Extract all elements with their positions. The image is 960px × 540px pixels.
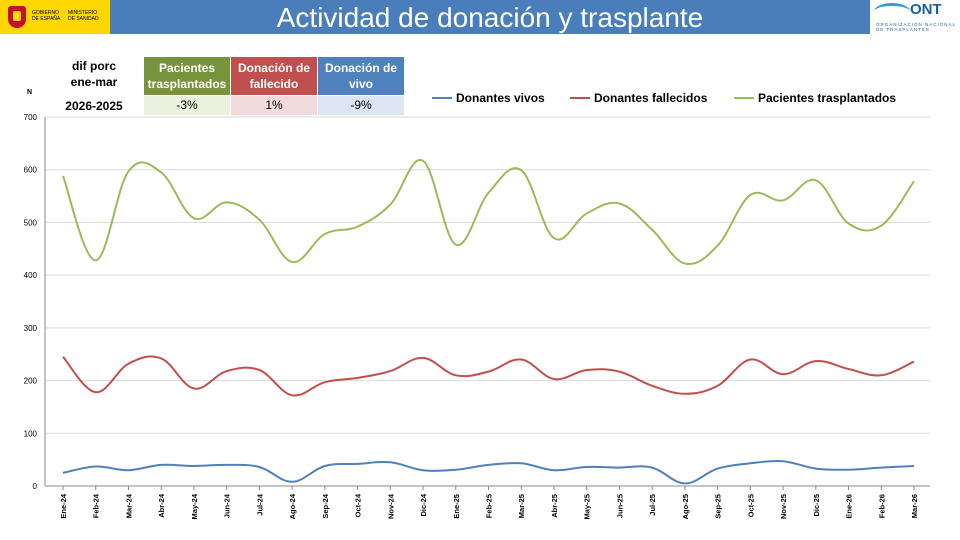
x-tick-label-Ene-25: Ene-25: [452, 494, 461, 519]
x-tick-label-Mar-25: Mar-25: [517, 494, 526, 518]
x-tick-label-Ene-24: Ene-24: [59, 493, 68, 518]
x-tick-label-Jun-24: Jun-24: [223, 493, 232, 518]
x-tick-label-Nov-24: Nov-24: [386, 493, 395, 519]
y-tick-label-100: 100: [24, 429, 38, 438]
x-tick-label-Feb-25: Feb-25: [485, 494, 494, 518]
summary-header-living: Donación de vivo: [318, 57, 404, 95]
x-tick-label-Ago-25: Ago-25: [681, 494, 690, 519]
x-tick-label-Mar-26: Mar-26: [910, 494, 919, 518]
y-axis-label: N: [27, 89, 33, 96]
x-tick-label-May-24: May-24: [190, 493, 199, 519]
legend-swatch-pacientes-trasplantados: [734, 97, 754, 99]
x-tick-label-Nov-25: Nov-25: [779, 494, 788, 519]
y-tick-label-700: 700: [24, 113, 38, 122]
x-tick-label-Feb-26: Feb-26: [877, 494, 886, 518]
header-bar: GOBIERNO DE ESPAÑA MINISTERIO DE SANIDAD…: [0, 0, 960, 34]
page-title: Actividad de donación y trasplante: [276, 2, 704, 33]
ont-logo-subtitle: ORGANIZACIÓN NACIONAL DE TRASPLANTES: [876, 22, 956, 32]
y-tick-label-500: 500: [24, 218, 38, 227]
x-tick-label-Abr-25: Abr-25: [550, 494, 559, 518]
x-tick-label-Jul-24: Jul-24: [255, 493, 264, 516]
summary-period: 2026-2025: [65, 99, 123, 113]
legend-item-donantes-fallecidos: Donantes fallecidos: [570, 89, 707, 107]
series-line-donantes-fallecidos: [62, 355, 915, 397]
legend-swatch-donantes-fallecidos: [570, 97, 590, 99]
summary-value-transplanted: -3%: [144, 96, 230, 115]
summary-value-living: -9%: [318, 96, 404, 115]
x-tick-label-Oct-25: Oct-25: [746, 494, 755, 517]
legend-label-donantes-fallecidos: Donantes fallecidos: [594, 91, 708, 105]
x-tick-label-Jul-25: Jul-25: [648, 494, 657, 516]
logo-left-text-1: GOBIERNO DE ESPAÑA: [32, 10, 61, 22]
legend-label-pacientes-trasplantados: Pacientes trasplantados: [758, 91, 897, 105]
x-tick-label-Sep-25: Sep-25: [714, 494, 723, 519]
x-tick-label-May-25: May-25: [583, 494, 592, 519]
x-tick-label-Abr-24: Abr-24: [157, 493, 166, 518]
x-tick-label-Mar-24: Mar-24: [124, 493, 133, 518]
x-tick-label-Feb-24: Feb-24: [92, 493, 101, 518]
coat-of-arms-icon: [8, 6, 26, 28]
ont-logo-text: ONT: [910, 1, 942, 18]
y-tick-label-400: 400: [24, 271, 38, 280]
y-tick-label-0: 0: [33, 482, 38, 491]
y-tick-label-600: 600: [24, 166, 38, 175]
y-tick-label-200: 200: [24, 377, 38, 386]
legend-item-donantes-vivos: Donantes vivos: [432, 89, 545, 107]
x-tick-label-Sep-24: Sep-24: [321, 493, 330, 518]
summary-value-deceased: 1%: [231, 96, 317, 115]
summary-header-deceased: Donación de fallecido: [231, 57, 317, 95]
x-tick-label-Jun-25: Jun-25: [615, 494, 624, 518]
summary-label-line2: ene-mar: [70, 75, 118, 89]
series-line-pacientes-trasplantados: [62, 158, 915, 266]
ont-logo: ONT ORGANIZACIÓN NACIONAL DE TRASPLANTES: [870, 0, 960, 34]
summary-header-transplanted: Pacientes trasplantados: [144, 57, 230, 95]
summary-label: dif porc ene-mar: [46, 58, 142, 90]
legend-label-donantes-vivos: Donantes vivos: [456, 91, 545, 105]
legend-swatch-donantes-vivos: [432, 97, 452, 99]
x-tick-label-Ago-24: Ago-24: [288, 493, 297, 519]
legend-item-pacientes-trasplantados: Pacientes trasplantados: [734, 89, 896, 107]
series-line-donantes-vivos: [62, 459, 915, 485]
x-tick-label-Ene-26: Ene-26: [845, 494, 854, 519]
logo-left-text-2: MINISTERIO DE SANIDAD: [68, 10, 99, 22]
government-logo: GOBIERNO DE ESPAÑA MINISTERIO DE SANIDAD: [0, 0, 110, 34]
summary-label-line1: dif porc: [72, 59, 116, 73]
x-tick-label-Dic-25: Dic-25: [812, 494, 821, 517]
x-tick-label-Oct-24: Oct-24: [354, 493, 363, 517]
x-tick-label-Dic-24: Dic-24: [419, 493, 428, 516]
y-tick-label-300: 300: [24, 324, 38, 333]
wave-icon: [874, 3, 910, 20]
